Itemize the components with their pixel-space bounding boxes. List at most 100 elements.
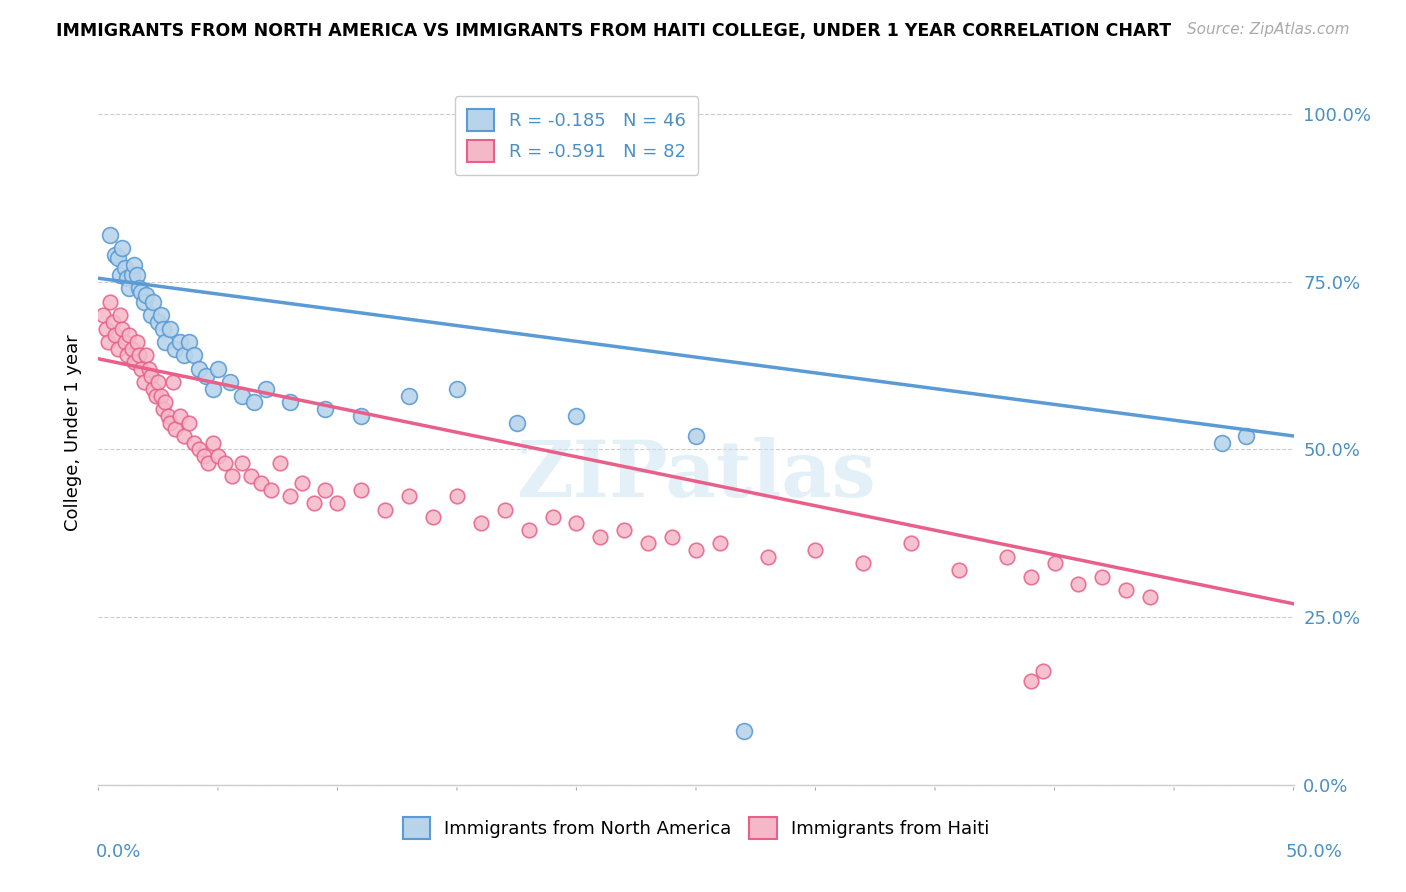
Point [155,334,177,349]
Text: ZIPatlas: ZIPatlas [516,437,876,513]
Point [139,368,162,383]
Point [148,376,170,390]
Point [183,348,205,362]
Point [1091,570,1114,584]
Point [107,342,129,356]
Point [315,483,337,497]
Point [104,248,127,262]
Point [114,334,136,349]
Point [195,368,218,383]
Point [685,543,707,558]
Point [231,389,253,403]
Point [1139,590,1161,604]
Point [1067,576,1090,591]
Point [135,348,157,362]
Point [494,503,516,517]
Point [900,536,922,550]
Point [156,409,179,423]
Point [315,402,337,417]
Point [107,251,129,265]
Point [125,268,148,282]
Point [243,395,266,409]
Point [278,395,301,409]
Point [302,496,325,510]
Point [131,362,153,376]
Point [374,503,396,517]
Text: IMMIGRANTS FROM NORTH AMERICA VS IMMIGRANTS FROM HAITI COLLEGE, UNDER 1 YEAR COR: IMMIGRANTS FROM NORTH AMERICA VS IMMIGRA… [56,22,1171,40]
Point [173,429,195,443]
Point [138,362,160,376]
Point [756,549,779,564]
Point [101,315,124,329]
Point [139,308,162,322]
Point [219,376,242,390]
Point [470,516,492,531]
Point [207,362,229,376]
Point [118,328,141,343]
Point [254,382,277,396]
Point [1019,673,1042,688]
Point [1043,557,1066,571]
Point [350,483,373,497]
Point [948,563,970,577]
Point [613,523,636,537]
Point [135,288,157,302]
Point [214,456,236,470]
Point [350,409,373,423]
Point [541,509,564,524]
Point [517,523,540,537]
Point [179,334,201,349]
Point [142,382,165,396]
Point [398,389,420,403]
Point [91,308,114,322]
Point [202,435,225,450]
Point [398,489,420,503]
Point [637,536,659,550]
Point [173,348,195,362]
Point [250,475,273,490]
Point [446,382,468,396]
Point [193,449,215,463]
Point [565,516,588,531]
Point [197,456,219,470]
Point [163,422,186,436]
Point [148,315,170,329]
Point [852,557,875,571]
Point [446,489,468,503]
Point [685,429,707,443]
Point [121,342,143,356]
Point [589,530,612,544]
Point [179,416,201,430]
Point [269,456,291,470]
Point [115,271,138,285]
Point [231,456,253,470]
Point [108,268,131,282]
Point [1032,664,1054,678]
Point [709,536,731,550]
Point [115,348,138,362]
Point [149,308,172,322]
Point [291,475,314,490]
Point [125,334,148,349]
Point [995,549,1018,564]
Point [162,376,184,390]
Point [118,281,141,295]
Point [326,496,349,510]
Point [1234,429,1257,443]
Point [155,395,177,409]
Point [124,258,146,272]
Point [142,294,165,309]
Point [149,389,172,403]
Y-axis label: College, Under 1 year: College, Under 1 year [63,334,82,531]
Point [1019,570,1042,584]
Text: 0.0%: 0.0% [96,843,141,861]
Point [506,416,529,430]
Point [661,530,683,544]
Point [1115,583,1137,598]
Text: Source: ZipAtlas.com: Source: ZipAtlas.com [1187,22,1350,37]
Point [98,294,122,309]
Point [733,724,755,739]
Point [152,321,174,335]
Point [187,442,209,457]
Point [187,362,209,376]
